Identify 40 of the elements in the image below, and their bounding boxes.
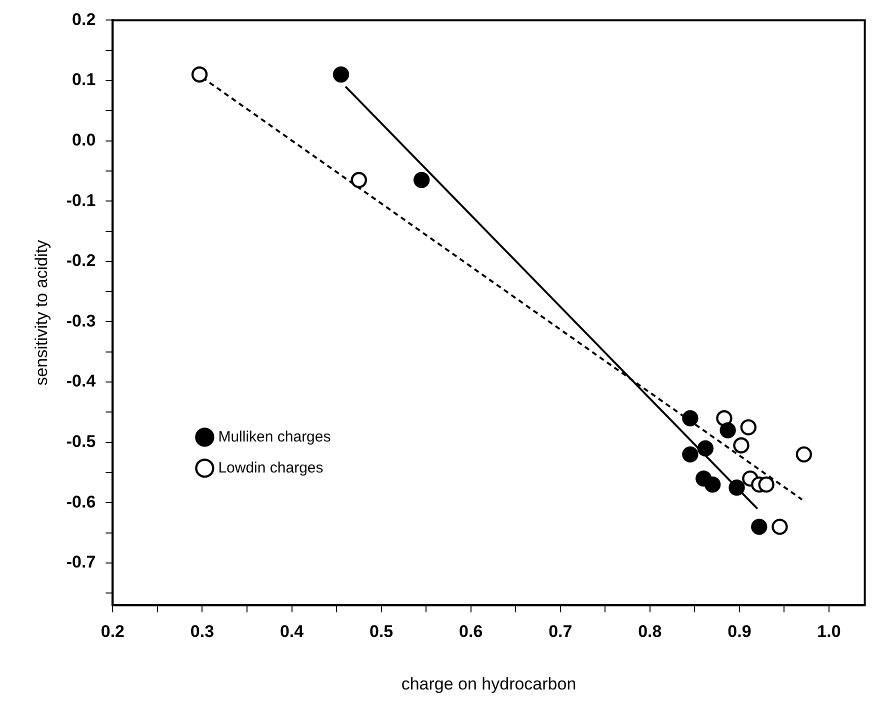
x-tick-label: 0.5 — [369, 622, 394, 642]
x-tick-label: 0.7 — [548, 622, 572, 642]
point — [796, 446, 812, 463]
y-tick-label: 0.2 — [72, 10, 96, 29]
point — [758, 476, 774, 493]
x-axis-title: charge on hydrocarbon — [401, 674, 576, 694]
point — [720, 422, 736, 438]
point — [191, 66, 208, 83]
point — [733, 437, 750, 454]
y-axis-title: sensitivity to acidity — [32, 239, 51, 386]
y-tick-label: -0.1 — [66, 190, 96, 210]
x-tick-label: 0.9 — [728, 622, 752, 642]
y-tick-label: -0.3 — [66, 311, 96, 330]
point — [740, 419, 757, 436]
y-tick-label: 0.1 — [72, 70, 96, 90]
legend-label: Mulliken charges — [218, 428, 331, 446]
point — [697, 440, 714, 456]
y-tick-label: -0.5 — [66, 432, 96, 452]
y-tick-label: -0.7 — [66, 552, 96, 572]
x-tick-label: 0.2 — [100, 622, 125, 642]
point — [413, 172, 430, 188]
point — [751, 518, 768, 535]
y-tick-label: -0.2 — [66, 251, 96, 270]
y-tick-label: -0.4 — [66, 372, 96, 391]
point — [772, 518, 788, 535]
point — [682, 410, 698, 426]
x-tick-label: 0.6 — [459, 622, 483, 642]
point — [682, 446, 698, 463]
y-tick-label: -0.6 — [66, 492, 96, 512]
point — [716, 410, 732, 426]
x-tick-label: 1.0 — [817, 622, 841, 642]
x-tick-label: 0.8 — [638, 622, 662, 642]
point — [728, 479, 745, 496]
point — [332, 66, 350, 83]
x-tick-label: 0.3 — [190, 622, 214, 642]
legend-label: Lowdin charges — [218, 459, 324, 476]
point — [704, 476, 721, 493]
point — [350, 172, 368, 188]
y-tick-label: 0.0 — [72, 130, 96, 150]
x-tick-label: 0.4 — [280, 622, 304, 642]
